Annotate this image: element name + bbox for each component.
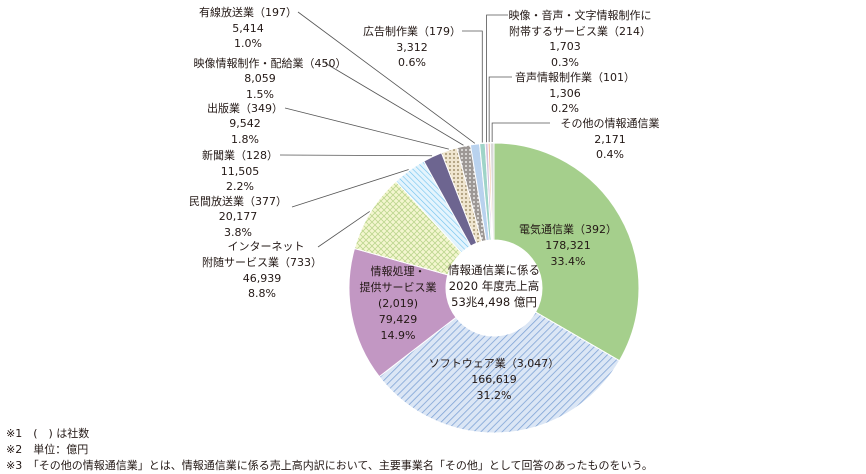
label-joho: 情報処理・ 提供サービス業 (2,019) 79,429 14.9% <box>360 265 437 342</box>
label-shinbun-value: 11,505 <box>221 165 260 178</box>
slice-2 <box>378 311 621 434</box>
label-yusen-name: 有線放送業（197） <box>199 5 297 19</box>
label-shinbun-name: 新聞業（128） <box>202 148 278 162</box>
leader-line-3 <box>279 154 433 157</box>
label-shinbun: 新聞業（128） 11,505 2.2% <box>202 148 278 193</box>
label-software-value: 166,619 <box>471 373 517 386</box>
label-fuzui: 映像・音声・文字情報制作に 附帯するサービス業（214） 1,703 0.3% <box>509 8 652 69</box>
label-eizo-pct: 1.5% <box>246 88 274 101</box>
label-fuzui-name1: 映像・音声・文字情報制作に <box>509 8 652 22</box>
label-onsei: 音声情報制作業（101） 1,306 0.2% <box>515 70 635 115</box>
label-denki-pct: 33.4% <box>551 255 586 268</box>
center-label-line2: 2020 年度売上高 <box>449 279 539 293</box>
label-shuppan-pct: 1.8% <box>231 133 259 146</box>
label-yusen: 有線放送業（197） 5,414 1.0% <box>199 5 297 50</box>
label-kokoku-name: 広告制作業（179） <box>363 25 461 38</box>
label-shuppan: 出版業（349） 9,542 1.8% <box>207 101 283 146</box>
label-onsei-pct: 0.2% <box>551 102 579 115</box>
label-fuzui-pct: 0.3% <box>551 56 579 69</box>
label-minkan-value: 20,177 <box>219 210 258 223</box>
label-sonota-name: その他の情報通信業 <box>561 117 660 130</box>
label-joho-value: 79,429 <box>379 313 418 326</box>
slice-13 <box>489 142 495 241</box>
label-software-name: ソフトウェア業（3,047） <box>429 357 560 370</box>
footnotes: ※1 ( ) は社数 ※2 単位：億円 ※3 「その他の情報通信業」とは、情報通… <box>6 426 653 474</box>
label-sonota: その他の情報通信業 2,171 0.4% <box>561 117 660 161</box>
label-denki-name: 電気通信業（392） <box>519 222 617 236</box>
label-kokoku-pct: 0.6% <box>398 56 426 69</box>
label-internet-name2: 附随サービス業（733） <box>202 255 322 269</box>
label-fuzui-name2: 附帯するサービス業（214） <box>509 24 651 38</box>
label-denki: 電気通信業（392） 178,321 33.4% <box>519 222 617 268</box>
label-software: ソフトウェア業（3,047） 166,619 31.2% <box>429 357 560 402</box>
label-internet: インターネット 附随サービス業（733） 46,939 8.8% <box>202 240 322 300</box>
label-eizo-value: 8,059 <box>244 72 276 85</box>
label-shuppan-name: 出版業（349） <box>207 101 283 115</box>
label-denki-value: 178,321 <box>545 239 591 252</box>
center-label-line3: 53兆4,498 億円 <box>451 295 537 309</box>
label-minkan-name: 民間放送業（377） <box>189 194 287 208</box>
label-onsei-name: 音声情報制作業（101） <box>515 70 635 84</box>
label-yusen-pct: 1.0% <box>234 37 262 50</box>
label-internet-name1: インターネット <box>228 240 305 253</box>
center-label-line1: 情報通信業に係る <box>448 263 540 277</box>
label-sonota-pct: 0.4% <box>596 148 624 161</box>
label-internet-value: 46,939 <box>243 272 282 285</box>
leader-line-10 <box>491 122 550 143</box>
label-onsei-value: 1,306 <box>549 87 581 100</box>
slice-1 <box>493 142 640 362</box>
leader-line-5 <box>324 62 464 146</box>
leader-line-2 <box>291 169 409 208</box>
label-software-pct: 31.2% <box>477 389 512 402</box>
label-joho-count: (2,019) <box>378 297 418 310</box>
label-kokoku-value: 3,312 <box>396 41 428 54</box>
label-shinbun-pct: 2.2% <box>226 180 254 193</box>
label-joho-pct: 14.9% <box>381 329 416 342</box>
leader-line-7 <box>462 30 483 143</box>
leader-line-9 <box>488 76 512 143</box>
label-eizo-name: 映像情報制作・配給業（450） <box>194 56 347 70</box>
center-label: 情報通信業に係る 2020 年度売上高 53兆4,498 億円 <box>448 263 540 309</box>
label-shuppan-value: 9,542 <box>229 117 261 130</box>
label-joho-name2: 提供サービス業 <box>360 280 437 294</box>
footnote-1: ※1 ( ) は社数 <box>6 427 90 440</box>
label-fuzui-value: 1,703 <box>549 40 581 53</box>
label-eizo: 映像情報制作・配給業（450） 8,059 1.5% <box>194 56 347 101</box>
label-minkan-pct: 3.8% <box>224 226 252 239</box>
label-internet-pct: 8.8% <box>248 287 276 300</box>
footnote-3: ※3 「その他の情報通信業」とは、情報通信業に係る売上高内訳において、主要事業名… <box>6 459 653 472</box>
leader-line-4 <box>284 107 449 150</box>
leader-line-1 <box>317 211 370 248</box>
label-joho-name1: 情報処理・ <box>371 265 426 278</box>
label-yusen-value: 5,414 <box>232 22 264 35</box>
leader-line-8 <box>486 14 508 143</box>
slice-3 <box>348 247 457 378</box>
label-minkan: 民間放送業（377） 20,177 3.8% <box>189 194 287 239</box>
label-sonota-value: 2,171 <box>594 133 626 146</box>
label-kokoku: 広告制作業（179） 3,312 0.6% <box>363 25 461 69</box>
footnote-2: ※2 単位：億円 <box>6 443 89 456</box>
leader-line-6 <box>297 11 476 144</box>
